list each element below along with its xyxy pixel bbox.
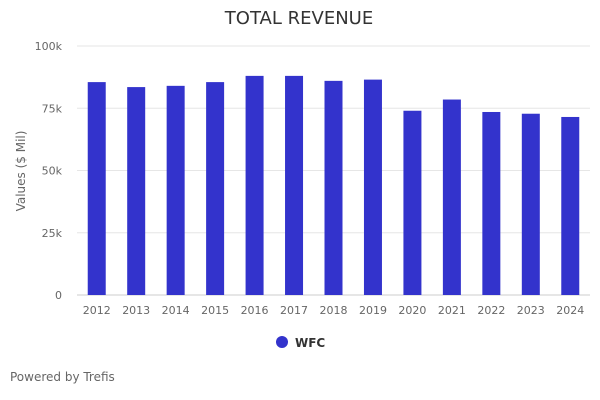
- x-tick-label: 2020: [398, 304, 426, 317]
- bar-2019[interactable]: [363, 79, 382, 296]
- bar-2021[interactable]: [442, 99, 461, 295]
- x-tick-label: 2021: [438, 304, 466, 317]
- x-tick-label: 2018: [320, 304, 348, 317]
- bar-2023[interactable]: [521, 113, 540, 295]
- bar-2018[interactable]: [324, 80, 343, 295]
- chart-title: TOTAL REVENUE: [224, 8, 373, 29]
- y-tick-label: 25k: [42, 227, 63, 240]
- bar-2016[interactable]: [245, 75, 264, 295]
- x-tick-label: 2015: [201, 304, 229, 317]
- bar-2013[interactable]: [127, 87, 146, 296]
- x-tick-label: 2019: [359, 304, 387, 317]
- y-axis-label: Values ($ Mil): [14, 131, 28, 212]
- powered-by-credit[interactable]: Powered by Trefis: [10, 370, 115, 384]
- y-tick-label: 50k: [42, 165, 63, 178]
- bar-2017[interactable]: [285, 75, 304, 295]
- bar-2020[interactable]: [403, 110, 422, 296]
- bar-2024[interactable]: [561, 116, 580, 295]
- x-tick-label: 2022: [477, 304, 505, 317]
- y-tick-label: 75k: [42, 102, 63, 115]
- x-tick-label: 2023: [517, 304, 545, 317]
- y-tick-label: 100k: [35, 40, 63, 53]
- x-tick-label: 2016: [241, 304, 269, 317]
- bar-2015[interactable]: [206, 82, 225, 295]
- legend-marker-wfc[interactable]: [276, 336, 288, 348]
- x-tick-label: 2017: [280, 304, 308, 317]
- bar-2012[interactable]: [87, 82, 106, 295]
- x-tick-label: 2024: [556, 304, 584, 317]
- y-tick-labels: 0 25k 50k 75k 100k: [35, 40, 63, 302]
- y-tick-label: 0: [55, 289, 62, 302]
- x-tick-label: 2012: [83, 304, 111, 317]
- x-tick-label: 2013: [122, 304, 150, 317]
- bar-2022[interactable]: [482, 111, 501, 295]
- bar-2014[interactable]: [166, 85, 185, 295]
- bars: [87, 75, 580, 296]
- x-tick-label: 2014: [162, 304, 190, 317]
- x-tick-labels: 2012 2013 2014 2015 2016 2017 2018 2019 2020 2021…: [83, 304, 585, 317]
- legend-label-wfc[interactable]: WFC: [295, 336, 325, 350]
- legend[interactable]: WFC: [276, 336, 325, 350]
